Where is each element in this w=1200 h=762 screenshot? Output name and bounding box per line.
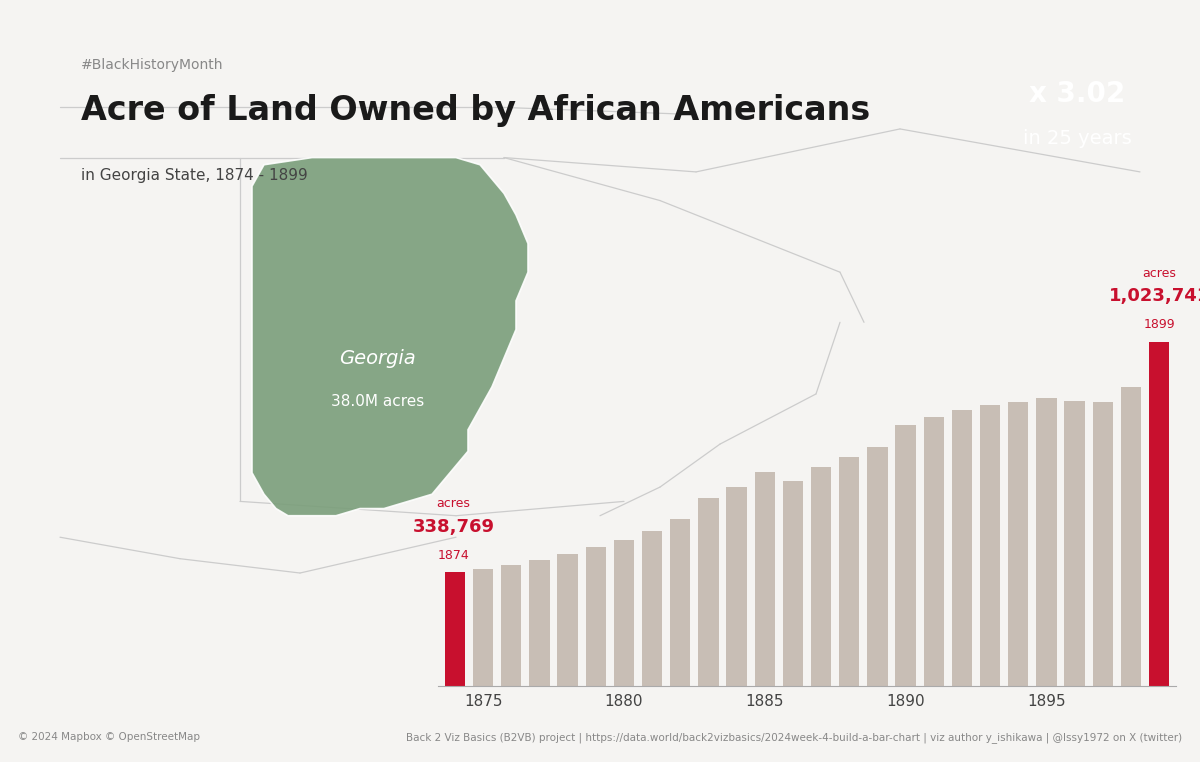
Text: in 25 years: in 25 years xyxy=(1022,129,1132,148)
Bar xyxy=(502,565,521,686)
Text: 1874: 1874 xyxy=(438,549,469,562)
Bar xyxy=(868,447,888,686)
Bar xyxy=(529,560,550,686)
Bar xyxy=(782,481,803,686)
Bar xyxy=(445,572,466,686)
Bar xyxy=(1064,401,1085,686)
Text: © 2024 Mapbox © OpenStreetMap: © 2024 Mapbox © OpenStreetMap xyxy=(18,732,200,742)
Text: acres: acres xyxy=(437,497,470,510)
Bar xyxy=(811,467,832,686)
Text: Acre of Land Owned by African Americans: Acre of Land Owned by African Americans xyxy=(82,94,870,127)
Bar xyxy=(586,547,606,686)
Bar xyxy=(952,410,972,686)
Bar xyxy=(755,472,775,686)
Bar xyxy=(1008,402,1028,686)
Bar xyxy=(839,457,859,686)
Text: x 3.02: x 3.02 xyxy=(1028,81,1126,108)
Text: 338,769: 338,769 xyxy=(413,517,494,536)
Bar xyxy=(726,488,746,686)
Text: acres: acres xyxy=(1142,267,1176,280)
Text: 1899: 1899 xyxy=(1144,319,1175,331)
Bar xyxy=(558,554,577,686)
Bar xyxy=(895,425,916,686)
Bar xyxy=(1121,386,1141,686)
Bar xyxy=(980,405,1001,686)
Bar xyxy=(924,417,944,686)
Text: Back 2 Viz Basics (B2VB) project | https://data.world/back2vizbasics/2024week-4-: Back 2 Viz Basics (B2VB) project | https… xyxy=(406,732,1182,743)
Polygon shape xyxy=(252,158,528,516)
Bar xyxy=(1037,399,1056,686)
Bar xyxy=(698,498,719,686)
Bar xyxy=(1093,402,1112,686)
Bar xyxy=(473,569,493,686)
Text: #BlackHistoryMonth: #BlackHistoryMonth xyxy=(82,58,223,72)
Bar xyxy=(670,520,690,686)
Bar xyxy=(613,539,634,686)
Text: 1,023,741: 1,023,741 xyxy=(1109,287,1200,306)
Bar xyxy=(1148,341,1169,686)
Text: in Georgia State, 1874 - 1899: in Georgia State, 1874 - 1899 xyxy=(82,168,307,183)
Text: 38.0M acres: 38.0M acres xyxy=(331,394,425,408)
Bar xyxy=(642,531,662,686)
Text: Georgia: Georgia xyxy=(340,349,416,367)
